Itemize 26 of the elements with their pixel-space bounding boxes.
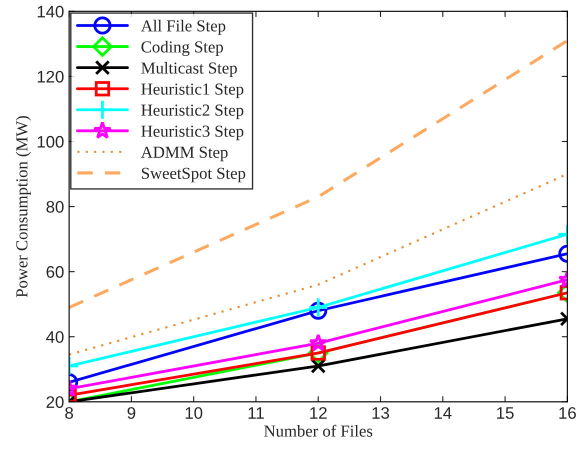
y-tick-label: 140 bbox=[38, 6, 64, 18]
x-tick-label: 10 bbox=[186, 407, 202, 419]
y-tick-label: 100 bbox=[38, 136, 64, 148]
x-tick-label: 13 bbox=[372, 407, 390, 419]
legend-label: Heuristic3 Step bbox=[141, 126, 244, 140]
x-tick-label: 8 bbox=[65, 407, 74, 419]
y-tick-label: 60 bbox=[46, 266, 64, 278]
x-tick-label: 16 bbox=[559, 407, 576, 419]
y-axis-title: Power Consumption (MW) bbox=[16, 116, 31, 298]
x-tick-label: 15 bbox=[497, 407, 514, 419]
y-tick-label: 40 bbox=[46, 331, 64, 343]
x-tick-label: 11 bbox=[248, 407, 264, 419]
legend-label: All File Step bbox=[140, 20, 226, 35]
y-tick-label: 20 bbox=[46, 396, 64, 408]
x-tick-label: 12 bbox=[310, 407, 327, 419]
x-tick-label: 9 bbox=[128, 407, 136, 419]
y-tick-label: 120 bbox=[38, 70, 64, 83]
legend-label: Coding Step bbox=[141, 40, 224, 56]
x-axis-title: Number of Files bbox=[264, 424, 372, 437]
x-tick-label: 14 bbox=[434, 407, 452, 419]
legend-label: Heuristic1 Step bbox=[141, 84, 244, 98]
legend-label: Heuristic2 Step bbox=[141, 104, 244, 120]
legend-label: ADMM Step bbox=[140, 146, 228, 162]
y-tick-label: 80 bbox=[46, 200, 64, 213]
legend-label: SweetSpot Step bbox=[142, 168, 246, 182]
legend-label: Multicast Step bbox=[141, 62, 237, 78]
